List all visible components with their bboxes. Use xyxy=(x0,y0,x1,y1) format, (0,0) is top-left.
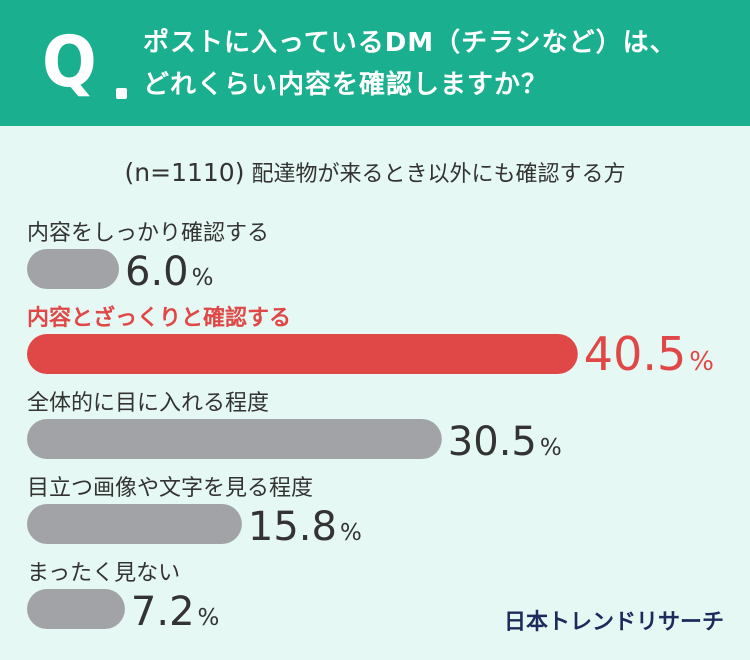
value-unit: % xyxy=(198,605,220,631)
value-number: 6.0 xyxy=(125,249,189,295)
value-number: 15.8 xyxy=(248,504,337,550)
category-label: 目立つ画像や文字を見る程度 xyxy=(27,476,313,501)
value-unit: % xyxy=(540,435,562,461)
q-mark: Q xyxy=(42,21,97,103)
q-dot xyxy=(116,88,127,99)
value-number: 7.2 xyxy=(131,589,195,635)
bar xyxy=(27,249,119,289)
sample-size: (n=1110) xyxy=(124,158,245,187)
value-label: 30.5% xyxy=(448,419,562,465)
question-text: ポストに入っているDM（チラシなど）は、 どれくらい内容を確認しますか？ xyxy=(143,22,677,106)
category-label: まったく見ない xyxy=(27,561,180,586)
bar xyxy=(27,504,242,544)
value-label: 15.8% xyxy=(248,504,362,550)
value-label: 40.5% xyxy=(584,327,714,381)
brand-logo: 日本トレンドリサーチ xyxy=(504,610,725,635)
value-label: 6.0% xyxy=(125,249,213,295)
chart-subtitle: (n=1110) 配達物が来るとき以外にも確認する方 xyxy=(0,156,750,188)
value-unit: % xyxy=(340,520,362,546)
bar xyxy=(27,334,578,374)
question-line-2: どれくらい内容を確認しますか？ xyxy=(143,70,549,100)
bar xyxy=(27,419,442,459)
subtitle-text: 配達物が来るとき以外にも確認する方 xyxy=(251,162,626,187)
value-unit: % xyxy=(192,265,214,291)
bar xyxy=(27,589,125,629)
question-line-1: ポストに入っているDM（チラシなど）は、 xyxy=(143,28,677,58)
question-header: Q ポストに入っているDM（チラシなど）は、 どれくらい内容を確認しますか？ xyxy=(0,0,750,126)
value-unit: % xyxy=(689,347,714,377)
category-label: 全体的に目に入れる程度 xyxy=(27,391,269,416)
value-number: 30.5 xyxy=(448,419,537,465)
category-label: 内容とざっくりと確認する xyxy=(27,305,291,331)
value-number: 40.5 xyxy=(584,327,686,381)
category-label: 内容をしっかり確認する xyxy=(27,221,269,246)
value-label: 7.2% xyxy=(131,589,219,635)
